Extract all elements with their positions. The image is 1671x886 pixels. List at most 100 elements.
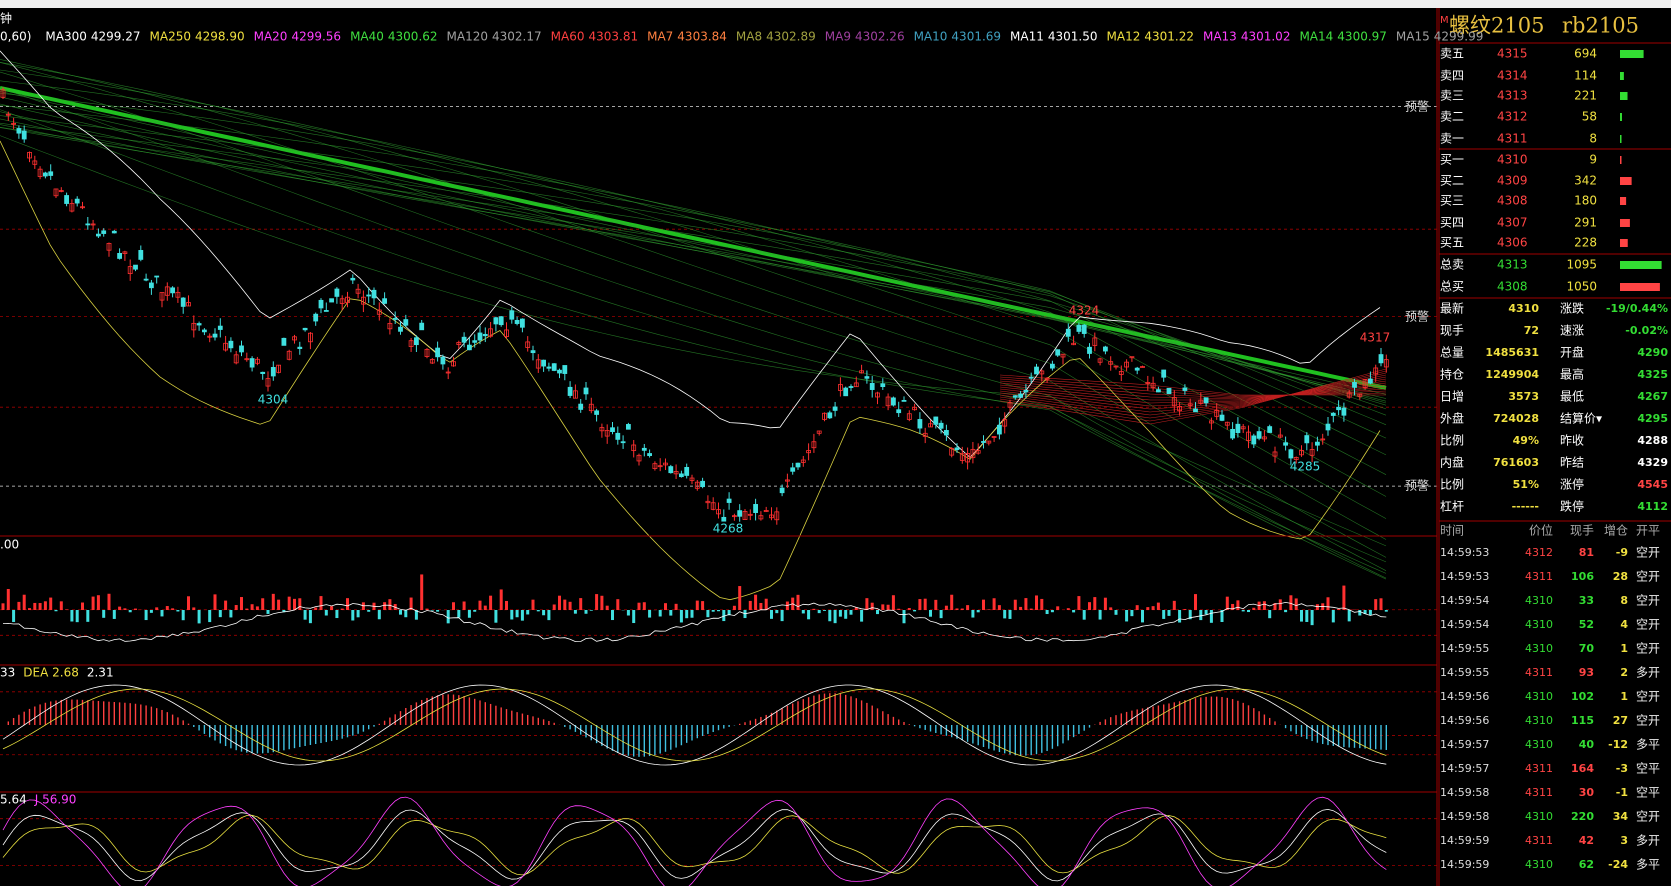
- candle-body: [148, 282, 154, 289]
- ma-line: [999, 384, 1387, 401]
- candle-body: [1171, 397, 1177, 407]
- trade-change: 1: [1620, 690, 1628, 703]
- candle-body: [843, 387, 849, 397]
- candle-body: [657, 465, 663, 468]
- ma-value: 4301.50: [1048, 30, 1098, 44]
- candle-body: [1092, 337, 1098, 346]
- book-bar: [1620, 219, 1630, 227]
- candle-body: [419, 322, 425, 331]
- volume-line: [2, 601, 1387, 643]
- trade-change: -24: [1608, 858, 1628, 871]
- volume-bar: [717, 610, 720, 612]
- candle-body: [774, 511, 780, 521]
- candle-body: [689, 477, 695, 481]
- candle-body: [143, 278, 149, 281]
- candle-body: [1277, 434, 1283, 438]
- volume-bar: [134, 608, 137, 610]
- volume-bar: [690, 610, 694, 618]
- volume-bar: [573, 610, 577, 614]
- ma-line: [0, 124, 1387, 410]
- volume-bar: [1331, 610, 1335, 623]
- candle-body: [1267, 426, 1273, 433]
- candle-body: [509, 310, 515, 320]
- chart-decoration: [0, 50, 1437, 886]
- stat-value: 4325: [1637, 368, 1668, 381]
- volume-bar: [187, 596, 190, 610]
- book-price: 4312: [1497, 110, 1528, 124]
- candle-body: [1293, 456, 1299, 460]
- book-bar: [1620, 72, 1624, 80]
- ma-line: [0, 69, 1387, 540]
- volume-bar: [1342, 585, 1346, 610]
- candle-body: [530, 350, 536, 354]
- candle-body: [440, 356, 446, 365]
- candle-body: [1007, 402, 1013, 408]
- volume-bar: [425, 608, 429, 610]
- candle-body: [891, 397, 896, 406]
- book-volume: 694: [1574, 47, 1597, 61]
- volume-bar: [1294, 598, 1298, 610]
- candle-body: [838, 384, 843, 391]
- candle-body: [472, 340, 478, 343]
- volume-bar: [542, 610, 546, 616]
- candle-body: [753, 504, 758, 514]
- stat-value: 4310: [1508, 302, 1539, 315]
- volume-bar: [1024, 598, 1028, 610]
- candle-body: [106, 243, 112, 251]
- candle-body: [1383, 359, 1389, 368]
- candle-body: [292, 336, 297, 341]
- candle-body: [302, 327, 308, 331]
- ma-value: 4299.99: [1434, 30, 1484, 44]
- candle-body: [594, 410, 599, 415]
- volume-bar: [960, 608, 964, 610]
- ma-line: [999, 374, 1386, 396]
- candle-body: [578, 403, 584, 410]
- candle-body: [1209, 420, 1214, 424]
- volume-bar: [865, 598, 869, 610]
- candle-body: [1246, 431, 1251, 441]
- book-price: 4313: [1497, 89, 1528, 103]
- volume-bar: [1098, 610, 1102, 620]
- ma-line: [0, 62, 1387, 579]
- trade-volume: 42: [1579, 834, 1594, 847]
- book-volume: 291: [1574, 216, 1597, 230]
- volume-bar: [293, 598, 296, 610]
- candle-body: [249, 358, 255, 368]
- volume-bar: [838, 610, 842, 617]
- volume-bar: [669, 610, 673, 616]
- candle-body: [636, 454, 642, 462]
- candle-body: [716, 509, 721, 515]
- trade-volume: 164: [1571, 762, 1594, 775]
- volume-bar: [367, 610, 371, 612]
- volume-bar: [192, 607, 196, 610]
- kdj-label: J 56.90: [34, 793, 77, 807]
- trade-type: 空开: [1636, 690, 1660, 704]
- volume-bar: [823, 610, 826, 611]
- stat-label: 内盘: [1440, 455, 1464, 470]
- volume-bar: [1194, 594, 1197, 610]
- volume-bar: [399, 610, 402, 615]
- trade-volume: 30: [1579, 786, 1595, 799]
- ma-line: [0, 122, 1387, 439]
- trade-time: 14:59:57: [1440, 738, 1489, 751]
- trade-change: 4: [1620, 618, 1628, 631]
- ma-value: 4301.69: [951, 30, 1001, 44]
- ma-value: 4302.26: [855, 30, 905, 44]
- candle-body: [159, 292, 165, 301]
- candle-body: [546, 366, 552, 369]
- volume-bar: [913, 610, 917, 612]
- ma-name: MA40: [350, 30, 384, 44]
- volume-bar: [1082, 610, 1086, 620]
- candle-body: [949, 448, 955, 456]
- volume-bar: [356, 610, 360, 618]
- volume-bar: [1220, 610, 1224, 622]
- candle-body: [747, 513, 753, 516]
- candle-body: [557, 369, 562, 374]
- volume-bar: [1379, 598, 1383, 610]
- candle-body: [1262, 436, 1267, 440]
- volume-bar: [149, 610, 153, 613]
- book-label: 买二: [1440, 174, 1464, 188]
- volume-bar: [589, 610, 593, 611]
